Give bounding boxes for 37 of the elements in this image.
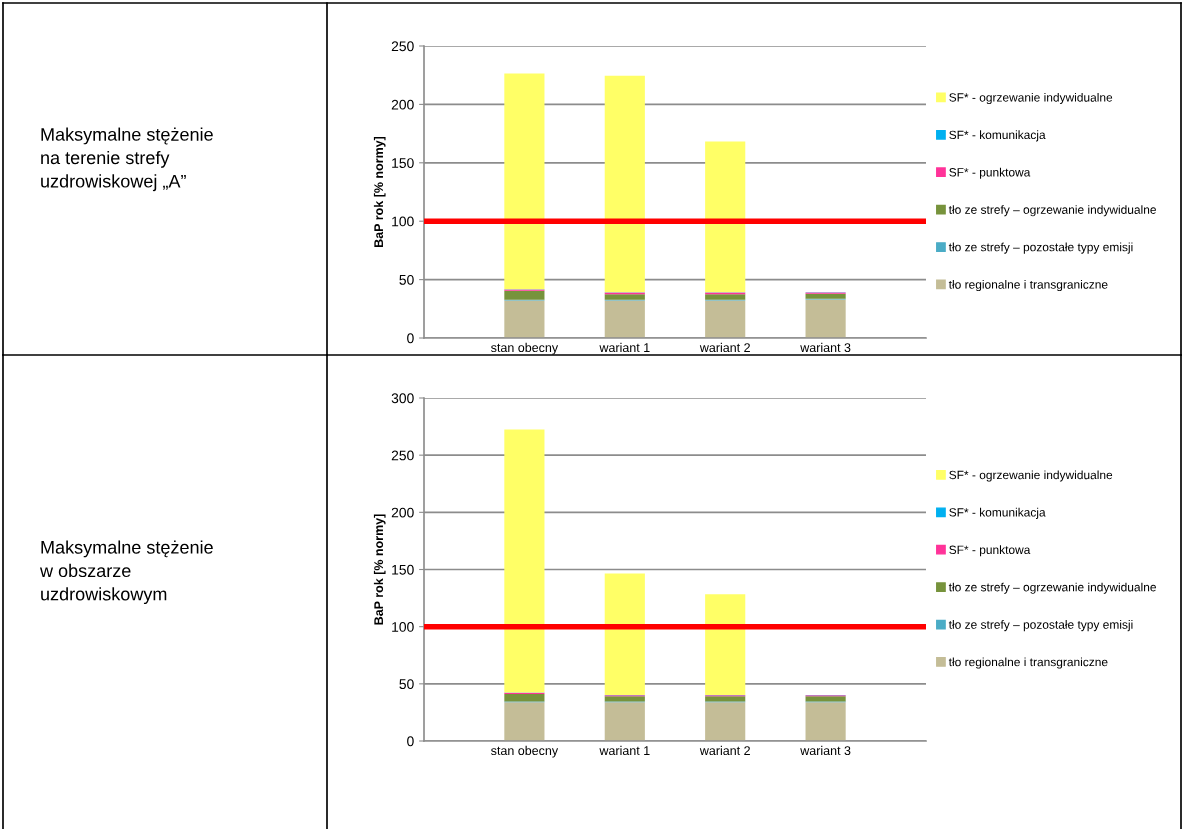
legend-label: SF* - ogrzewanie indywidualne [949, 470, 1113, 482]
legend-label: SF* - komunikacja [949, 507, 1046, 519]
y-tick-label: 250 [391, 41, 414, 52]
legend-label: SF* - komunikacja [949, 130, 1046, 142]
x-tick-label: wariant 3 [800, 342, 851, 353]
y-tick-label: 150 [392, 158, 414, 168]
y-tick-label: 200 [391, 507, 414, 518]
y-tick-label: 250 [391, 450, 414, 461]
y-tick-label: 200 [391, 99, 414, 110]
legend-label: tło ze strefy – pozostałe typy emisji [948, 242, 1133, 254]
legend-label: SF* - punktowa [949, 545, 1031, 557]
x-tick-label: wariant 1 [599, 745, 650, 756]
legend-label: tło ze strefy – ogrzewanie indywidualne [948, 582, 1156, 594]
legend-label: SF* - punktowa [949, 167, 1031, 179]
legend-label: tło ze strefy – pozostałe typy emisji [948, 620, 1133, 632]
x-tick-label: wariant 2 [699, 745, 750, 756]
y-tick-label: 0 [407, 333, 414, 344]
y-tick-label: 100 [392, 622, 414, 632]
x-tick-label: wariant 1 [599, 342, 650, 353]
legend-label: SF* - ogrzewanie indywidualne [949, 92, 1113, 105]
y-tick-label: 150 [392, 564, 414, 575]
y-axis-title: BaP rok [% normy] [373, 136, 386, 247]
legend-label: tło regionalne i transgraniczne [948, 279, 1108, 292]
y-tick-label: 0 [407, 736, 414, 747]
y-tick-label: 50 [399, 679, 414, 689]
y-tick-label: 100 [392, 216, 414, 227]
text: Maksymalne stężenie na terenie strefy uzdrowiskowej „A” [41, 127, 213, 192]
legend-label: tło regionalne i transgraniczne [948, 657, 1108, 669]
x-tick-label: wariant 2 [699, 342, 750, 353]
x-tick-label: wariant 3 [800, 745, 851, 756]
legend-label: tło ze strefy – ogrzewanie indywidualne [948, 205, 1156, 217]
x-tick-label: stan obecny [491, 745, 559, 758]
y-tick-label: 50 [399, 274, 414, 285]
text: Maksymalne stężenie w obszarze uzdrowiskowym [39, 540, 213, 605]
x-tick-label: stan obecny [491, 342, 559, 355]
y-tick-label: 300 [391, 393, 414, 404]
y-axis-title: BaP rok [% normy] [373, 514, 386, 625]
